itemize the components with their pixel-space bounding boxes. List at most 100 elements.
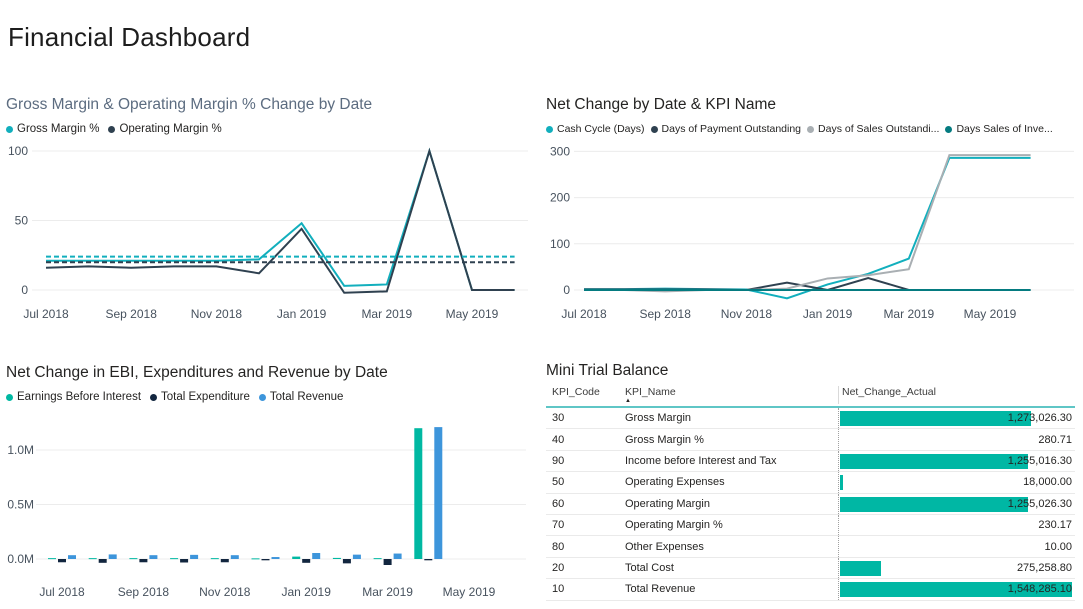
plot-ebi-net-change[interactable]: 0.0M 0.5M 1.0M Jul 2018 Sep 2018 Nov 2018 Jan … <box>6 408 540 607</box>
kpi-code-cell: 30 <box>552 412 565 425</box>
kpi-code-cell: 60 <box>552 497 565 510</box>
legend-item-label: Days Sales of Inve... <box>956 123 1053 135</box>
svg-text:Jul 2018: Jul 2018 <box>561 307 607 321</box>
kpi-code-cell: 40 <box>552 433 565 446</box>
data-bar <box>840 582 1072 598</box>
net-change-value: 1,255,016.30 <box>1007 454 1072 467</box>
chart-title-ebi-net-change: Net Change in EBI, Expenditures and Reve… <box>6 364 388 381</box>
svg-text:Jan 2019: Jan 2019 <box>277 307 327 321</box>
plot-margin-change[interactable]: 0 50 100 Jul 2018 Sep 2018 Nov 2018 Jan 2019 Ma… <box>6 140 540 336</box>
legend-dot-icon <box>807 125 815 133</box>
legend-item[interactable]: Cash Cycle (Days) <box>546 123 645 135</box>
data-bar <box>840 560 882 576</box>
legend-item[interactable]: Operating Margin % <box>108 123 222 135</box>
panel-trial-balance-table: Mini Trial Balance KPI_Code KPI_Name ▲ N… <box>546 362 1075 609</box>
legend-item[interactable]: Total Expenditure <box>150 391 250 403</box>
column-header-net-change-actual[interactable]: Net_Change_Actual <box>838 386 1075 404</box>
legend-item[interactable]: Gross Margin % <box>6 123 99 135</box>
table-row[interactable]: 80 Other Expenses 10.00 <box>546 536 1075 558</box>
svg-text:Jan 2019: Jan 2019 <box>803 307 853 321</box>
legend-item-label: Earnings Before Interest <box>17 391 142 403</box>
plot-kpi-net-change[interactable]: 0 100 200 300 Jul 2018 Sep 2018 Nov 2018 Jan 20… <box>546 140 1078 336</box>
chart-title-kpi-net-change: Net Change by Date & KPI Name <box>546 96 777 113</box>
table-row[interactable]: 10 Total Revenue 1,548,285.10 <box>546 579 1075 601</box>
kpi-code-cell: 70 <box>552 519 565 532</box>
svg-text:Sep 2018: Sep 2018 <box>640 307 692 321</box>
table-row[interactable]: 30 Gross Margin 1,273,026.30 <box>546 408 1075 430</box>
legend-item[interactable]: Days of Sales Outstandi... <box>807 123 939 135</box>
svg-text:Jul 2018: Jul 2018 <box>39 585 85 599</box>
net-change-cell: 1,255,026.30 <box>838 493 1075 514</box>
svg-text:200: 200 <box>550 191 570 205</box>
svg-text:Nov 2018: Nov 2018 <box>199 585 251 599</box>
kpi-name-cell: Other Expenses <box>625 540 704 553</box>
net-change-cell: 1,273,026.30 <box>838 408 1075 429</box>
net-change-value: 275,258.80 <box>1016 561 1072 574</box>
column-header-kpi-code[interactable]: KPI_Code <box>552 386 600 398</box>
table-header-rule <box>546 406 1075 408</box>
table-row[interactable]: 40 Gross Margin % 280.71 <box>546 429 1075 451</box>
kpi-name-cell: Total Revenue <box>625 583 696 596</box>
kpi-name-cell: Gross Margin % <box>625 433 704 446</box>
legend-item[interactable]: Days of Payment Outstanding <box>650 123 801 135</box>
legend-dot-icon <box>650 125 658 133</box>
legend-item-label: Days of Sales Outstandi... <box>818 123 940 135</box>
legend-item-label: Operating Margin % <box>119 123 222 135</box>
svg-text:Mar 2019: Mar 2019 <box>883 307 934 321</box>
table-row[interactable]: 90 Income before Interest and Tax 1,255,01… <box>546 450 1075 473</box>
table-row[interactable]: 20 Total Cost 275,258.80 <box>546 557 1075 580</box>
legend-kpi-net-change: Cash Cycle (Days) Days of Payment Outstan… <box>546 120 1078 138</box>
legend-dot-icon <box>6 393 13 401</box>
kpi-name-cell: Gross Margin <box>625 412 692 425</box>
net-change-value: 1,548,285.10 <box>1007 583 1072 596</box>
svg-text:0: 0 <box>563 283 570 297</box>
net-change-cell: 10.00 <box>838 536 1075 557</box>
chart-title-margin-change: Gross Margin & Operating Margin % Change… <box>6 96 373 113</box>
legend-item[interactable]: Total Revenue <box>258 391 343 403</box>
svg-text:1.0M: 1.0M <box>7 443 34 457</box>
legend-dot-icon <box>6 125 13 133</box>
svg-text:May 2019: May 2019 <box>964 307 1017 321</box>
legend-item-label: Total Expenditure <box>161 391 250 403</box>
data-bar <box>840 453 1029 469</box>
data-bar <box>840 496 1029 512</box>
legend-dot-icon <box>546 125 553 133</box>
kpi-code-cell: 20 <box>552 561 565 574</box>
net-change-cell: 275,258.80 <box>838 557 1075 579</box>
net-change-value: 1,255,026.30 <box>1007 497 1072 510</box>
table-row[interactable]: 70 Operating Margin % 230.17 <box>546 514 1075 537</box>
svg-text:Nov 2018: Nov 2018 <box>721 307 773 321</box>
panel-ebi-net-change-chart: Net Change in EBI, Expenditures and Reve… <box>6 364 540 609</box>
svg-text:300: 300 <box>550 144 570 158</box>
svg-text:Mar 2019: Mar 2019 <box>362 585 413 599</box>
net-change-value: 1,273,026.30 <box>1007 412 1072 425</box>
legend-item[interactable]: Days Sales of Inve... <box>945 123 1053 135</box>
svg-text:0.5M: 0.5M <box>7 498 34 512</box>
legend-item[interactable]: Earnings Before Interest <box>6 391 141 403</box>
table-title: Mini Trial Balance <box>546 362 669 379</box>
legend-dot-icon <box>108 125 116 133</box>
kpi-name-cell: Income before Interest and Tax <box>625 454 777 467</box>
kpi-code-cell: 80 <box>552 540 565 553</box>
kpi-name-cell: Operating Margin <box>625 497 710 510</box>
data-bar <box>840 411 1031 426</box>
kpi-code-cell: 10 <box>552 583 565 596</box>
table-row[interactable]: 50 Operating Expenses 18,000.00 <box>546 472 1075 494</box>
table-row[interactable]: 60 Operating Margin 1,255,026.30 <box>546 493 1075 515</box>
svg-text:0.0M: 0.0M <box>7 552 34 566</box>
legend-margin-change: Gross Margin % Operating Margin % <box>6 120 540 138</box>
kpi-name-cell: Total Cost <box>625 561 674 574</box>
kpi-name-cell: Operating Margin % <box>625 519 723 532</box>
svg-text:100: 100 <box>8 144 28 158</box>
sort-ascending-icon: ▲ <box>625 398 631 404</box>
legend-dot-icon <box>150 393 158 401</box>
svg-text:Jul 2018: Jul 2018 <box>23 307 69 321</box>
net-change-value: 10.00 <box>1044 540 1072 553</box>
net-change-value: 280.71 <box>1038 433 1072 446</box>
column-header-kpi-name[interactable]: KPI_Name ▲ <box>625 386 838 404</box>
net-change-cell: 230.17 <box>838 514 1075 536</box>
kpi-code-cell: 50 <box>552 476 565 489</box>
legend-dot-icon <box>258 393 266 401</box>
net-change-cell: 18,000.00 <box>838 472 1075 493</box>
